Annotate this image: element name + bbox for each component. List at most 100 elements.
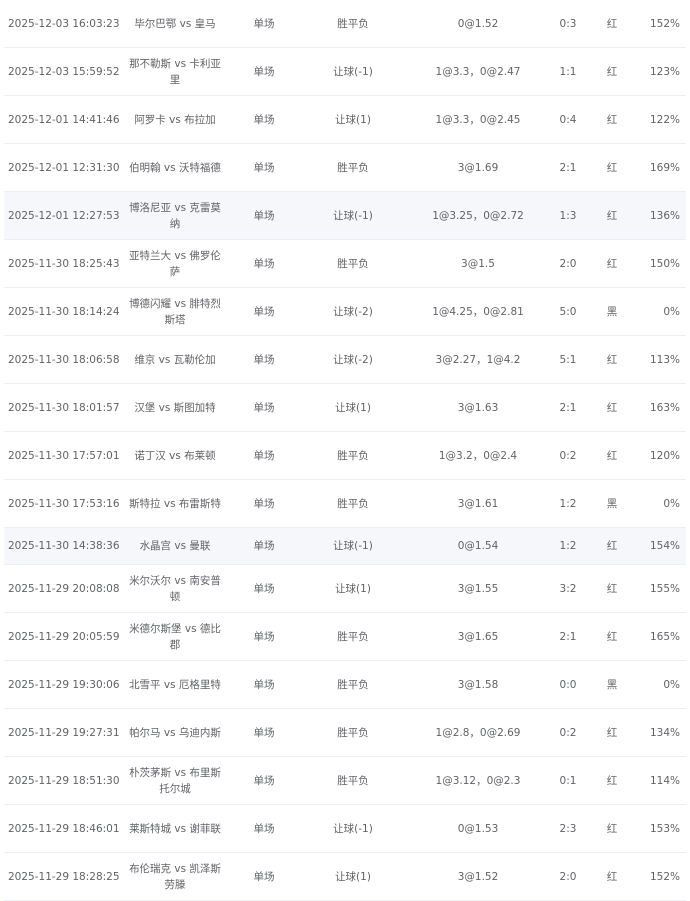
time-cell: 2025-11-30 18:25:43 [4, 239, 120, 288]
return-rate-cell: 0% [632, 287, 686, 336]
score-cell: 2:0 [544, 239, 592, 288]
table-row[interactable]: 2025-11-30 17:57:01 诺丁汉 vs 布莱顿 单场 胜平负 1@3.2，… [4, 431, 686, 480]
table-row[interactable]: 2025-11-29 19:27:31 帕尔马 vs 乌迪内斯 单场 胜平负 1@2.8… [4, 708, 686, 757]
mode-cell: 单场 [234, 0, 294, 48]
return-rate-cell: 155% [632, 564, 686, 613]
mode-cell: 单场 [234, 660, 294, 709]
time-cell: 2025-11-29 18:28:25 [4, 852, 120, 901]
play-type-cell: 胜平负 [294, 612, 412, 661]
mode-cell: 单场 [234, 527, 294, 565]
bet-records-table: 2025-12-03 16:03:23 毕尔巴鄂 vs 皇马 单场 胜平负 0@1.52… [4, 0, 686, 901]
return-rate-cell: 0% [632, 479, 686, 528]
result-cell: 红 [592, 0, 632, 48]
bet-cell: 1@3.25，0@2.72 [412, 191, 544, 240]
score-cell: 1:3 [544, 191, 592, 240]
match-cell: 水晶宫 vs 曼联 [116, 527, 234, 565]
result-cell: 黑 [592, 660, 632, 709]
match-cell: 博德闪耀 vs 腓特烈斯塔 [116, 287, 234, 336]
time-cell: 2025-11-30 17:57:01 [4, 431, 120, 480]
table-row[interactable]: 2025-11-30 18:01:57 汉堡 vs 斯图加特 单场 让球(1) 3@1.… [4, 383, 686, 432]
score-cell: 1:2 [544, 527, 592, 565]
match-cell: 帕尔马 vs 乌迪内斯 [116, 708, 234, 757]
mode-cell: 单场 [234, 612, 294, 661]
table-row[interactable]: 2025-11-30 18:06:58 维京 vs 瓦勒伦加 单场 让球(-2) 3@2… [4, 335, 686, 384]
time-cell: 2025-11-30 18:14:24 [4, 287, 120, 336]
return-rate-cell: 152% [632, 0, 686, 48]
return-rate-cell: 165% [632, 612, 686, 661]
match-cell: 亚特兰大 vs 佛罗伦萨 [116, 239, 234, 288]
match-cell: 博洛尼亚 vs 克雷莫纳 [116, 191, 234, 240]
table-row[interactable]: 2025-11-29 20:05:59 米德尔斯堡 vs 德比郡 单场 胜平负 3@1.… [4, 612, 686, 661]
play-type-cell: 让球(1) [294, 383, 412, 432]
play-type-cell: 让球(-2) [294, 287, 412, 336]
return-rate-cell: 150% [632, 239, 686, 288]
result-cell: 黑 [592, 479, 632, 528]
result-cell: 红 [592, 708, 632, 757]
table-row[interactable]: 2025-11-29 18:28:25 布伦瑞克 vs 凯泽斯劳滕 单场 让球(1) 3… [4, 852, 686, 901]
match-cell: 阿罗卡 vs 布拉加 [116, 95, 234, 144]
play-type-cell: 让球(-1) [294, 47, 412, 96]
mode-cell: 单场 [234, 239, 294, 288]
bet-cell: 3@1.63 [412, 383, 544, 432]
time-cell: 2025-11-29 19:30:06 [4, 660, 120, 709]
table-row[interactable]: 2025-12-01 14:41:46 阿罗卡 vs 布拉加 单场 让球(1) 1@3.… [4, 95, 686, 144]
result-cell: 红 [592, 143, 632, 192]
play-type-cell: 让球(-1) [294, 804, 412, 853]
result-cell: 红 [592, 191, 632, 240]
match-cell: 诺丁汉 vs 布莱顿 [116, 431, 234, 480]
mode-cell: 单场 [234, 804, 294, 853]
score-cell: 2:1 [544, 612, 592, 661]
score-cell: 2:1 [544, 143, 592, 192]
table-row[interactable]: 2025-11-29 20:08:08 米尔沃尔 vs 南安普顿 单场 让球(1) 3@… [4, 564, 686, 613]
match-cell: 汉堡 vs 斯图加特 [116, 383, 234, 432]
play-type-cell: 让球(1) [294, 95, 412, 144]
mode-cell: 单场 [234, 335, 294, 384]
play-type-cell: 让球(-1) [294, 191, 412, 240]
bet-cell: 1@3.3，0@2.45 [412, 95, 544, 144]
return-rate-cell: 154% [632, 527, 686, 565]
return-rate-cell: 169% [632, 143, 686, 192]
play-type-cell: 让球(1) [294, 564, 412, 613]
time-cell: 2025-12-01 14:41:46 [4, 95, 120, 144]
match-cell: 那不勒斯 vs 卡利亚里 [116, 47, 234, 96]
match-cell: 斯特拉 vs 布雷斯特 [116, 479, 234, 528]
bet-cell: 1@3.12，0@2.3 [412, 756, 544, 805]
match-cell: 米德尔斯堡 vs 德比郡 [116, 612, 234, 661]
bet-cell: 3@1.58 [412, 660, 544, 709]
play-type-cell: 胜平负 [294, 756, 412, 805]
score-cell: 0:2 [544, 708, 592, 757]
table-row[interactable]: 2025-11-30 14:38:36 水晶宫 vs 曼联 单场 让球(-1) 0@1.… [4, 527, 686, 565]
table-row[interactable]: 2025-12-01 12:27:53 博洛尼亚 vs 克雷莫纳 单场 让球(-1) 1… [4, 191, 686, 240]
table-row[interactable]: 2025-11-30 18:25:43 亚特兰大 vs 佛罗伦萨 单场 胜平负 3@1.… [4, 239, 686, 288]
table-row[interactable]: 2025-12-01 12:31:30 伯明翰 vs 沃特福德 单场 胜平负 3@1.6… [4, 143, 686, 192]
time-cell: 2025-11-30 18:01:57 [4, 383, 120, 432]
table-row[interactable]: 2025-11-29 18:51:30 朴茨茅斯 vs 布里斯托尔城 单场 胜平负 1@… [4, 756, 686, 805]
return-rate-cell: 136% [632, 191, 686, 240]
bet-cell: 1@3.2，0@2.4 [412, 431, 544, 480]
time-cell: 2025-11-29 20:08:08 [4, 564, 120, 613]
table-row[interactable]: 2025-12-03 15:59:52 那不勒斯 vs 卡利亚里 单场 让球(-1) 1… [4, 47, 686, 96]
table-body: 2025-12-03 16:03:23 毕尔巴鄂 vs 皇马 单场 胜平负 0@1.52… [4, 0, 686, 901]
bet-cell: 3@1.5 [412, 239, 544, 288]
mode-cell: 单场 [234, 143, 294, 192]
play-type-cell: 让球(1) [294, 852, 412, 901]
table-row[interactable]: 2025-11-30 17:53:16 斯特拉 vs 布雷斯特 单场 胜平负 3@1.6… [4, 479, 686, 528]
mode-cell: 单场 [234, 47, 294, 96]
return-rate-cell: 0% [632, 660, 686, 709]
bet-cell: 0@1.52 [412, 0, 544, 48]
result-cell: 红 [592, 431, 632, 480]
return-rate-cell: 120% [632, 431, 686, 480]
table-row[interactable]: 2025-11-29 18:46:01 莱斯特城 vs 谢菲联 单场 让球(-1) 0@… [4, 804, 686, 853]
table-row[interactable]: 2025-11-29 19:30:06 北雪平 vs 厄格里特 单场 胜平负 3@1.5… [4, 660, 686, 709]
table-row[interactable]: 2025-12-03 16:03:23 毕尔巴鄂 vs 皇马 单场 胜平负 0@1.52… [4, 0, 686, 48]
match-cell: 朴茨茅斯 vs 布里斯托尔城 [116, 756, 234, 805]
table-row[interactable]: 2025-11-30 18:14:24 博德闪耀 vs 腓特烈斯塔 单场 让球(-2)… [4, 287, 686, 336]
score-cell: 2:3 [544, 804, 592, 853]
score-cell: 2:0 [544, 852, 592, 901]
time-cell: 2025-11-30 18:06:58 [4, 335, 120, 384]
return-rate-cell: 134% [632, 708, 686, 757]
bet-cell: 3@1.69 [412, 143, 544, 192]
play-type-cell: 胜平负 [294, 143, 412, 192]
score-cell: 0:4 [544, 95, 592, 144]
score-cell: 1:1 [544, 47, 592, 96]
